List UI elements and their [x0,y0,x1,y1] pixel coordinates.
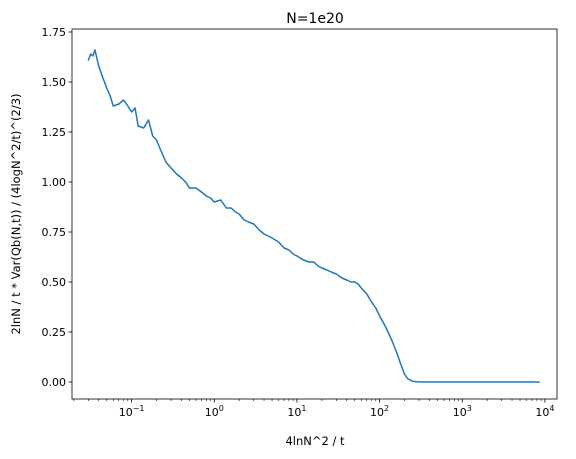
y-tick-label: 0.75 [42,226,67,239]
chart-title: N=1e20 [286,11,344,27]
x-tick-label: 103 [453,404,472,419]
plot-frame [71,28,558,400]
plot-area [72,29,557,399]
y-tick-label: 1.25 [42,126,67,139]
x-axis-label: 4lnN^2 / t [285,434,345,448]
x-tick-label: 100 [205,404,224,419]
series-line-0 [87,49,540,383]
y-axis-ticks: 0.00 0.25 0.50 0.75 1.00 1.25 1.50 1.75 [42,26,72,389]
y-axis-label: 2lnN / t * Var(Qb(N,t)) / (4logN^2/t)^(2… [9,93,23,334]
x-tick-label: 10−1 [119,404,145,419]
y-tick-label: 0.00 [42,376,67,389]
y-tick-label: 1.75 [42,26,67,39]
x-axis-ticks: 10−1 100 101 102 103 104 [119,399,554,419]
series-lines [87,49,540,383]
y-tick-label: 0.25 [42,326,67,339]
x-tick-label: 102 [370,404,389,419]
x-tick-label: 101 [287,404,306,419]
y-tick-label: 0.50 [42,276,67,289]
y-tick-label: 1.50 [42,76,67,89]
y-tick-label: 1.00 [42,176,67,189]
x-tick-label: 104 [535,404,554,419]
